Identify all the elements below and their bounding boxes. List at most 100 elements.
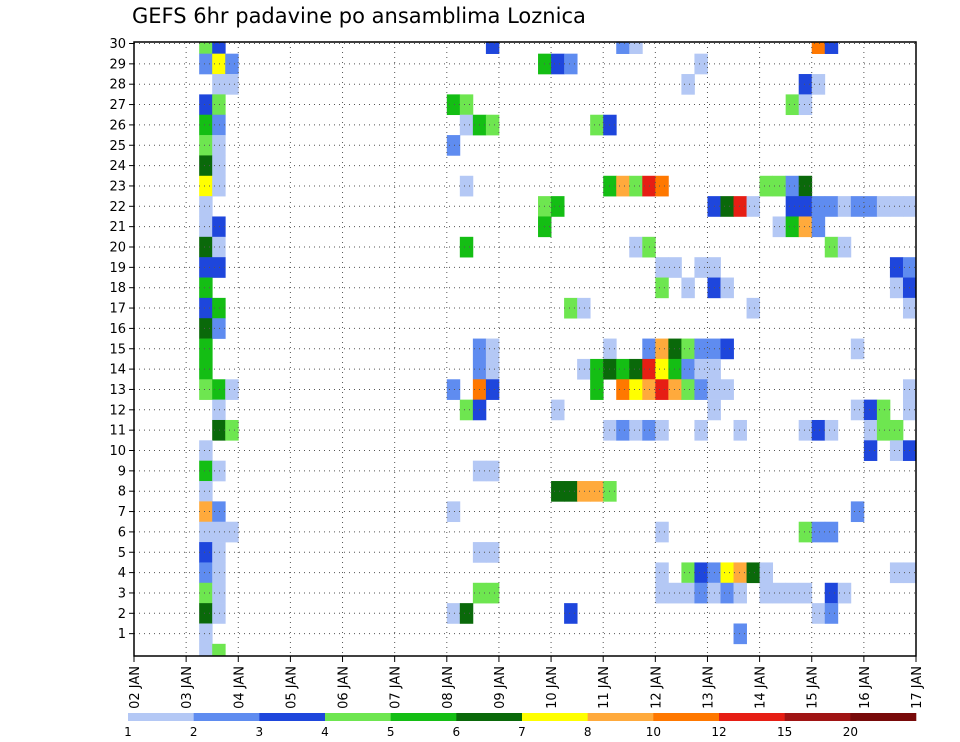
- heatmap-cell: [212, 582, 226, 604]
- y-tick-label: 19: [109, 261, 126, 276]
- heatmap-cell: [212, 501, 226, 523]
- heatmap-cell: [746, 562, 760, 584]
- heatmap-cell: [863, 399, 878, 421]
- heatmap-cell: [629, 175, 643, 197]
- heatmap-cell: [212, 460, 226, 482]
- heatmap-cell: [785, 94, 800, 116]
- heatmap-cell: [668, 358, 682, 380]
- heatmap-cell: [811, 216, 826, 238]
- heatmap-cell: [459, 175, 474, 197]
- heatmap-cell: [720, 379, 734, 400]
- heatmap-cell: [733, 582, 747, 604]
- heatmap-cell: [225, 379, 239, 400]
- heatmap-cell: [746, 297, 760, 319]
- chart-title: GEFS 6hr padavine po ansamblima Loznica: [132, 4, 586, 28]
- y-tick-label: 20: [109, 241, 126, 256]
- heatmap-cell: [212, 74, 226, 95]
- x-tick-label: 15 JAN: [806, 666, 821, 709]
- x-tick-label: 05 JAN: [284, 666, 299, 709]
- heatmap-cell: [889, 196, 904, 217]
- heatmap-cell: [212, 379, 226, 400]
- heatmap-cell: [459, 236, 474, 258]
- heatmap-cell: [889, 440, 904, 461]
- heatmap-cell: [485, 460, 500, 482]
- heatmap-cell: [616, 419, 630, 441]
- heatmap-cell: [199, 358, 213, 380]
- x-tick-label: 08 JAN: [441, 666, 456, 709]
- heatmap-cell: [733, 196, 747, 217]
- heatmap-cell: [655, 338, 669, 360]
- heatmap-cell: [199, 155, 213, 177]
- heatmap-cell: [811, 603, 826, 624]
- heatmap-cell: [629, 419, 643, 441]
- heatmap-cell: [668, 379, 682, 400]
- heatmap-cell: [212, 114, 226, 136]
- y-tick-label: 23: [109, 179, 126, 194]
- heatmap-cell: [811, 419, 826, 441]
- heatmap-cell: [668, 582, 682, 604]
- heatmap-cell: [733, 623, 747, 645]
- heatmap-cell: [824, 582, 839, 604]
- heatmap-cell: [564, 481, 578, 502]
- heatmap-cell: [485, 42, 500, 54]
- heatmap-cell: [694, 358, 708, 380]
- y-tick-label: 10: [109, 444, 126, 459]
- heatmap-cell: [811, 74, 826, 95]
- heatmap-cell: [577, 481, 591, 502]
- heatmap-cell: [759, 582, 774, 604]
- heatmap-cell: [212, 155, 226, 177]
- heatmap-cell: [616, 358, 630, 380]
- heatmap-cell: [212, 603, 226, 624]
- heatmap-cell: [655, 419, 669, 441]
- colorbar-label: 10: [646, 725, 661, 739]
- heatmap-cell: [720, 196, 734, 217]
- colorbar-label: 1: [124, 725, 132, 739]
- heatmap-cell: [199, 481, 213, 502]
- heatmap-cell: [655, 257, 669, 278]
- colorbar-swatch: [456, 713, 523, 721]
- heatmap-cell: [681, 379, 695, 400]
- x-tick-label: 07 JAN: [389, 666, 404, 709]
- colorbar-swatch: [522, 713, 588, 721]
- heatmap-cell: [485, 338, 500, 360]
- heatmap-cell: [824, 42, 839, 54]
- heatmap-cell: [199, 542, 213, 563]
- colorbar-swatch: [587, 713, 654, 721]
- heatmap-cell: [590, 114, 604, 136]
- heatmap-cell: [212, 399, 226, 421]
- colorbar-swatch: [850, 713, 917, 721]
- heatmap-cell: [199, 338, 213, 360]
- heatmap-cell: [876, 419, 891, 441]
- heatmap-cell: [629, 236, 643, 258]
- heatmap-cell: [655, 175, 669, 197]
- x-tick-label: 10 JAN: [545, 666, 560, 709]
- heatmap-cell: [655, 277, 669, 299]
- heatmap-cell: [225, 53, 239, 75]
- heatmap-cell: [798, 74, 813, 95]
- y-tick-label: 11: [109, 424, 126, 439]
- colorbar-label: 5: [387, 725, 395, 739]
- y-axis: 1234567891011121314151617181920212223242…: [109, 37, 134, 642]
- heatmap-cell: [459, 399, 474, 421]
- y-tick-label: 22: [109, 200, 126, 215]
- heatmap-cell: [446, 501, 461, 523]
- heatmap-cell: [655, 582, 669, 604]
- heatmap-cell: [199, 114, 213, 136]
- x-tick-label: 17 JAN: [910, 666, 925, 709]
- heatmap-cell: [785, 216, 800, 238]
- heatmap-cell: [694, 419, 708, 441]
- colorbar-swatch: [193, 713, 260, 721]
- x-tick-label: 12 JAN: [649, 666, 664, 709]
- heatmap-cell: [577, 358, 591, 380]
- y-tick-label: 5: [118, 546, 126, 561]
- heatmap-cell: [889, 562, 904, 584]
- heatmap-cell: [199, 623, 213, 645]
- heatmap-cell: [798, 216, 813, 238]
- heatmap-cell: [668, 257, 682, 278]
- colorbar-label: 2: [190, 725, 198, 739]
- y-tick-label: 21: [109, 220, 126, 235]
- y-tick-label: 25: [109, 139, 126, 154]
- heatmap-cell: [850, 196, 865, 217]
- heatmap-cell: [694, 257, 708, 278]
- heatmap-cell: [655, 379, 669, 400]
